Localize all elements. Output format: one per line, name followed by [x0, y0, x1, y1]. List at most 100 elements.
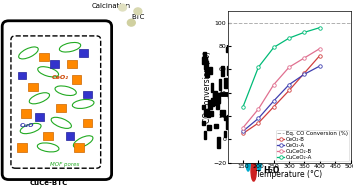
CuCeO₂-B: [272, 84, 276, 86]
Bar: [208, 100, 212, 109]
Bar: [214, 97, 219, 104]
Bar: [202, 105, 205, 109]
Bar: [243, 92, 246, 96]
Bar: [229, 128, 235, 139]
Bar: [211, 98, 214, 105]
FancyBboxPatch shape: [18, 72, 26, 79]
Bar: [227, 43, 229, 51]
CeO₂-A: [318, 65, 322, 67]
CeO₂-A: [287, 84, 291, 86]
Text: Calcination: Calcination: [92, 3, 131, 9]
CeO₂-A: [241, 130, 245, 132]
Bar: [209, 111, 213, 116]
CeO₂-A: [272, 100, 276, 102]
Bar: [207, 112, 210, 117]
Circle shape: [119, 4, 126, 11]
Text: BTC: BTC: [131, 14, 145, 20]
Bar: [236, 81, 241, 85]
Bar: [240, 148, 244, 152]
Circle shape: [134, 8, 142, 15]
Bar: [226, 47, 232, 52]
Bar: [242, 74, 244, 80]
Line: CeO₂-A: CeO₂-A: [241, 64, 322, 133]
Bar: [204, 131, 206, 139]
CuCeO₂-A: [272, 46, 276, 49]
Bar: [221, 66, 224, 76]
Bar: [243, 115, 245, 125]
Bar: [202, 57, 207, 64]
CuCeO₂-A: [256, 66, 261, 68]
FancyBboxPatch shape: [39, 53, 49, 61]
Circle shape: [251, 159, 256, 181]
Bar: [235, 144, 237, 150]
CeO₂-A: [302, 73, 306, 75]
Circle shape: [257, 154, 261, 171]
FancyBboxPatch shape: [67, 60, 77, 68]
Bar: [240, 131, 244, 140]
Line: CuCeO₂-A: CuCeO₂-A: [241, 26, 322, 108]
Line: CeO₂-B: CeO₂-B: [241, 54, 322, 135]
CeO₂-B: [272, 106, 276, 108]
CuCeO₂-B: [318, 47, 322, 50]
Bar: [216, 102, 219, 109]
Circle shape: [257, 53, 262, 75]
Bar: [239, 100, 243, 104]
Bar: [240, 105, 245, 113]
CuCeO₂-B: [241, 126, 245, 129]
Bar: [211, 83, 213, 92]
X-axis label: Temperature (°C): Temperature (°C): [256, 170, 322, 179]
Bar: [237, 99, 243, 103]
Bar: [204, 61, 208, 70]
Bar: [233, 138, 238, 148]
FancyBboxPatch shape: [28, 83, 38, 91]
Bar: [224, 116, 229, 120]
Legend: Eq. CO Conversion (%), CeO₂-B, CeO₂-A, CuCeO₂-B, CuCeO₂-A: Eq. CO Conversion (%), CeO₂-B, CeO₂-A, C…: [276, 130, 349, 161]
Text: CuO: CuO: [20, 123, 34, 128]
Circle shape: [251, 55, 256, 73]
CeO₂-B: [256, 122, 261, 124]
Bar: [205, 69, 209, 77]
Text: CO: CO: [261, 133, 273, 143]
FancyBboxPatch shape: [56, 104, 66, 112]
Text: CuCe-BTC: CuCe-BTC: [30, 180, 68, 186]
CuCeO₂-A: [287, 37, 291, 39]
Circle shape: [248, 22, 253, 43]
Bar: [204, 109, 209, 116]
Line: CuCeO₂-B: CuCeO₂-B: [241, 47, 322, 129]
Text: H₂O: H₂O: [263, 166, 279, 175]
Text: CeO₂: CeO₂: [52, 75, 68, 80]
Bar: [214, 124, 219, 128]
Bar: [237, 127, 241, 136]
Bar: [231, 102, 233, 108]
Bar: [227, 66, 232, 75]
Circle shape: [245, 53, 251, 75]
Circle shape: [246, 154, 250, 171]
Circle shape: [254, 129, 258, 147]
Bar: [203, 52, 206, 59]
CeO₂-A: [256, 117, 261, 119]
FancyBboxPatch shape: [22, 109, 31, 118]
CuCeO₂-A: [302, 31, 306, 33]
Y-axis label: CO Conversion (%): CO Conversion (%): [203, 51, 212, 123]
CuCeO₂-A: [318, 26, 322, 29]
Bar: [217, 137, 220, 148]
FancyBboxPatch shape: [83, 91, 92, 98]
CuCeO₂-B: [256, 108, 261, 110]
Bar: [234, 50, 238, 60]
CuCeO₂-B: [287, 66, 291, 68]
Bar: [226, 119, 232, 129]
Bar: [240, 125, 243, 133]
Circle shape: [127, 19, 135, 26]
CeO₂-B: [302, 72, 306, 74]
Bar: [229, 97, 232, 104]
CeO₂-B: [241, 132, 245, 135]
CuCeO₂-A: [241, 106, 245, 108]
FancyBboxPatch shape: [50, 60, 59, 68]
Bar: [235, 68, 237, 76]
Bar: [239, 70, 244, 81]
FancyBboxPatch shape: [83, 119, 92, 127]
Bar: [202, 121, 205, 125]
Bar: [207, 125, 211, 130]
Text: MOF pores: MOF pores: [50, 162, 80, 167]
FancyBboxPatch shape: [74, 143, 84, 152]
